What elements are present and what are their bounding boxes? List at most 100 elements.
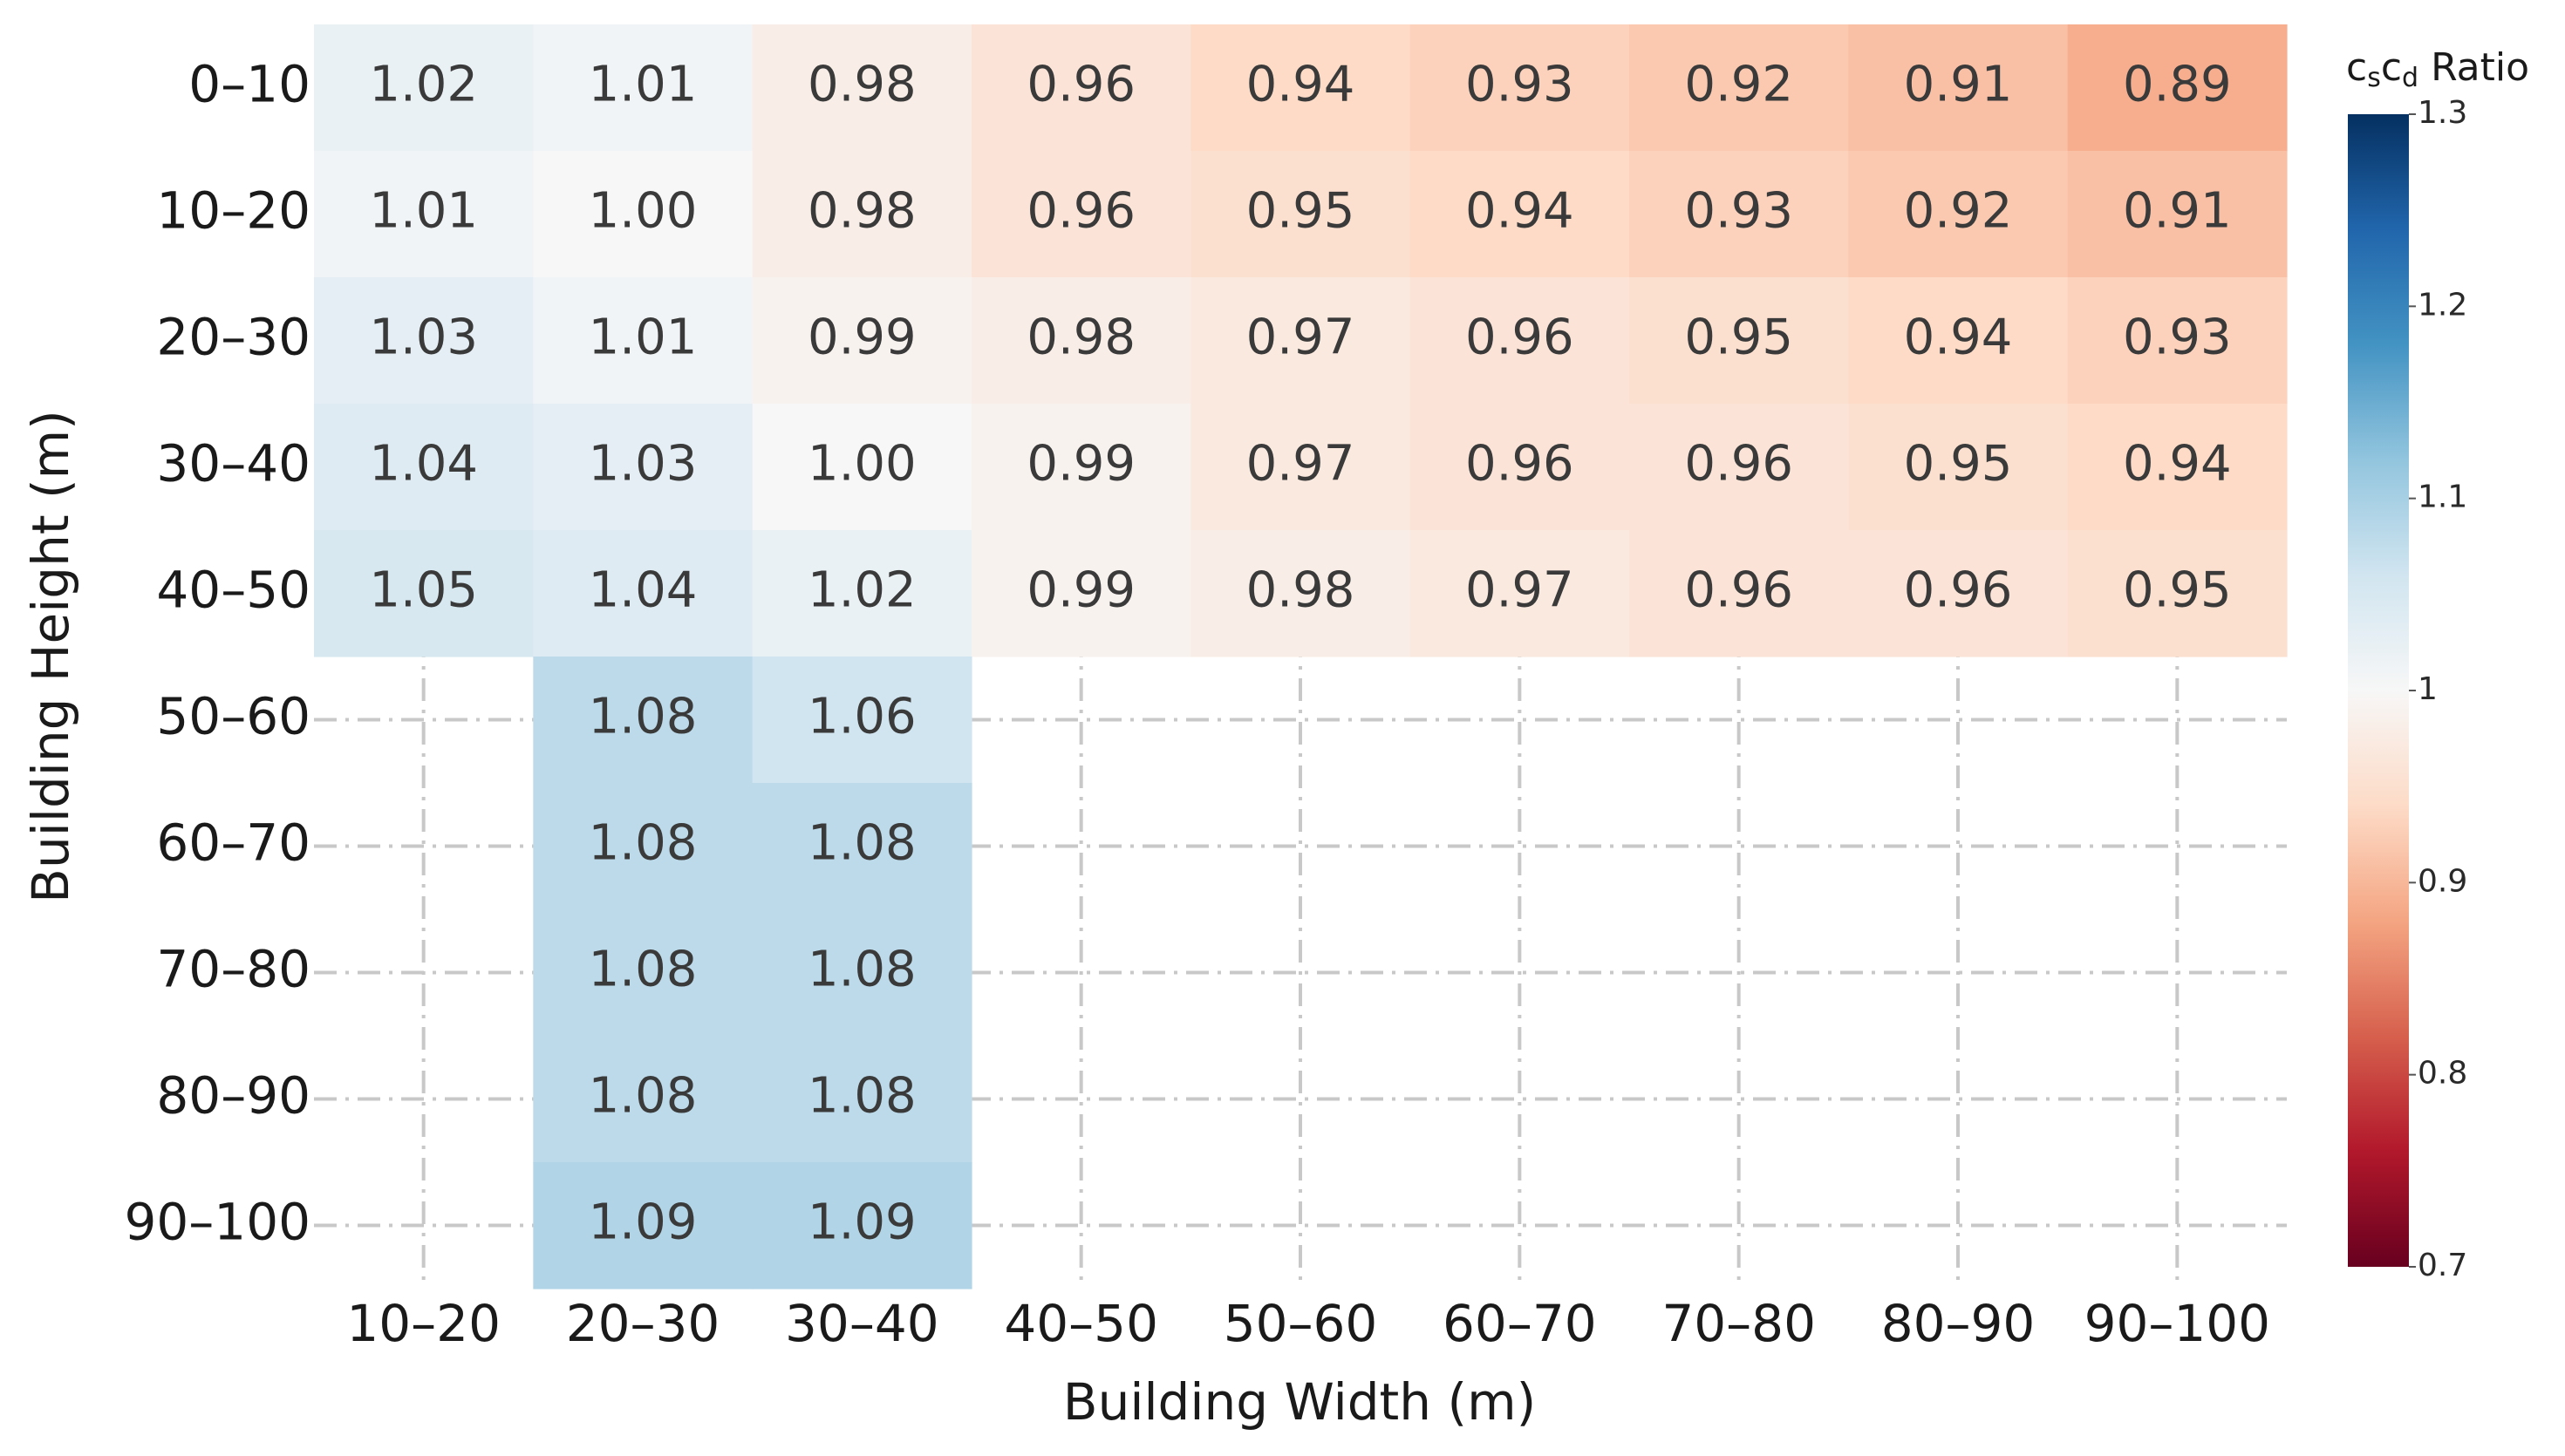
heatmap-cell xyxy=(533,909,754,1037)
cell-label: 0.94 xyxy=(1465,183,1574,240)
colorbar-title-part: c xyxy=(2346,45,2367,90)
heatmap-cell xyxy=(2067,277,2288,405)
heatmap-cell xyxy=(972,151,1191,278)
heatmap-cell xyxy=(752,151,972,278)
x-tick-label: 30–40 xyxy=(785,1294,939,1353)
heatmap-cell xyxy=(972,277,1191,405)
heatmap-cell xyxy=(1629,24,1849,152)
cell-label: 1.01 xyxy=(589,57,698,113)
heatmap-cell xyxy=(972,404,1191,531)
y-tick-label: 90–100 xyxy=(124,1193,310,1252)
y-tick-label: 60–70 xyxy=(156,813,310,873)
x-tick-label: 10–20 xyxy=(346,1294,501,1353)
cell-label: 1.08 xyxy=(589,1068,698,1125)
cell-label: 0.97 xyxy=(1465,562,1574,619)
cell-label: 0.95 xyxy=(1684,310,1793,366)
y-tick-label: 10–20 xyxy=(156,181,310,241)
heatmap-cell xyxy=(972,530,1191,657)
heatmap-cell xyxy=(1409,151,1630,278)
heatmap-cell xyxy=(1409,404,1630,531)
cell-label: 1.08 xyxy=(589,815,698,872)
cell-label: 0.99 xyxy=(1027,436,1136,493)
heatmap-cell xyxy=(1848,151,2069,278)
heatmap-cell xyxy=(752,783,972,910)
cell-label: 1.05 xyxy=(369,562,478,619)
heatmap-cell xyxy=(314,151,534,278)
colorbar-title-part: s xyxy=(2367,63,2381,93)
y-tick-label: 0–10 xyxy=(188,55,310,114)
colorbar-title-part: d xyxy=(2402,63,2418,93)
cell-label: 0.96 xyxy=(1684,436,1793,493)
cell-label: 0.96 xyxy=(1027,57,1136,113)
x-tick-label: 80–90 xyxy=(1881,1294,2036,1353)
heatmap-cell xyxy=(533,151,754,278)
cell-label: 0.98 xyxy=(1027,310,1136,366)
heatmap-cell xyxy=(752,1036,972,1163)
y-tick-label: 30–40 xyxy=(156,434,310,493)
cell-label: 1.08 xyxy=(808,815,917,872)
heatmap-cell xyxy=(1629,530,1849,657)
cell-label: 1.08 xyxy=(808,942,917,998)
cell-label: 0.96 xyxy=(1684,562,1793,619)
heatmap-cell xyxy=(1409,277,1630,405)
heatmap-cell xyxy=(752,909,972,1037)
heatmap-cell xyxy=(1409,24,1630,152)
heatmap-cell xyxy=(752,404,972,531)
colorbar-tick-label: 0.8 xyxy=(2418,1056,2467,1092)
cell-label: 0.93 xyxy=(1684,183,1793,240)
heatmap-cell xyxy=(1190,530,1411,657)
cell-label: 0.93 xyxy=(1465,57,1574,113)
cell-label: 0.96 xyxy=(1465,310,1574,366)
cell-label: 1.08 xyxy=(589,942,698,998)
heatmap-cell xyxy=(752,657,972,784)
cell-label: 0.95 xyxy=(2123,562,2232,619)
x-tick-label: 50–60 xyxy=(1224,1294,1378,1353)
x-tick-label: 70–80 xyxy=(1661,1294,1816,1353)
heatmap-cell xyxy=(752,277,972,405)
cell-label: 0.94 xyxy=(2123,436,2232,493)
heatmap-cell xyxy=(314,24,534,152)
heatmap-cell xyxy=(533,530,754,657)
heatmap-cell xyxy=(1848,530,2069,657)
cell-label: 1.01 xyxy=(589,310,698,366)
cell-label: 0.98 xyxy=(808,183,917,240)
heatmap-cell xyxy=(533,657,754,784)
cell-label: 1.08 xyxy=(808,1068,917,1125)
heatmap-cell xyxy=(1848,404,2069,531)
cell-label: 0.99 xyxy=(1027,562,1136,619)
heatmap-cell xyxy=(2067,151,2288,278)
cell-label: 0.96 xyxy=(1027,183,1136,240)
y-axis-title: Building Height (m) xyxy=(21,410,80,903)
cell-label: 0.96 xyxy=(1904,562,2013,619)
heatmap-cell xyxy=(533,24,754,152)
colorbar: cscd Ratio 0.70.80.911.11.21.3 xyxy=(2346,45,2529,1283)
cell-label: 0.89 xyxy=(2123,57,2232,113)
cell-label: 1.04 xyxy=(369,436,478,493)
cell-label: 1.00 xyxy=(808,436,917,493)
colorbar-title-part: Ratio xyxy=(2418,45,2529,90)
cell-label: 0.97 xyxy=(1246,310,1355,366)
cell-label: 0.92 xyxy=(1904,183,2013,240)
heatmap-cell xyxy=(1190,277,1411,405)
cell-label: 0.94 xyxy=(1246,57,1355,113)
cell-label: 1.08 xyxy=(589,689,698,745)
cell-label: 0.97 xyxy=(1246,436,1355,493)
heatmap-cell xyxy=(1190,151,1411,278)
cell-label: 0.94 xyxy=(1904,310,2013,366)
colorbar-tick-label: 0.9 xyxy=(2418,863,2467,899)
heatmap-cell xyxy=(1848,277,2069,405)
cell-label: 1.09 xyxy=(808,1194,917,1251)
cell-label: 0.95 xyxy=(1904,436,2013,493)
x-axis-title: Building Width (m) xyxy=(1063,1372,1536,1432)
heatmap-cell xyxy=(533,783,754,910)
colorbar-tick-label: 1.3 xyxy=(2418,95,2467,131)
axes: Building Width (m) Building Height (m) 1… xyxy=(21,55,2270,1432)
heatmap-cell xyxy=(314,530,534,657)
colorbar-tick-label: 1.1 xyxy=(2418,480,2467,515)
cell-label: 1.02 xyxy=(369,57,478,113)
colorbar-tick-label: 1.2 xyxy=(2418,287,2467,323)
heatmap-cell xyxy=(533,404,754,531)
y-tick-label: 50–60 xyxy=(156,687,310,746)
cell-label: 1.09 xyxy=(589,1194,698,1251)
